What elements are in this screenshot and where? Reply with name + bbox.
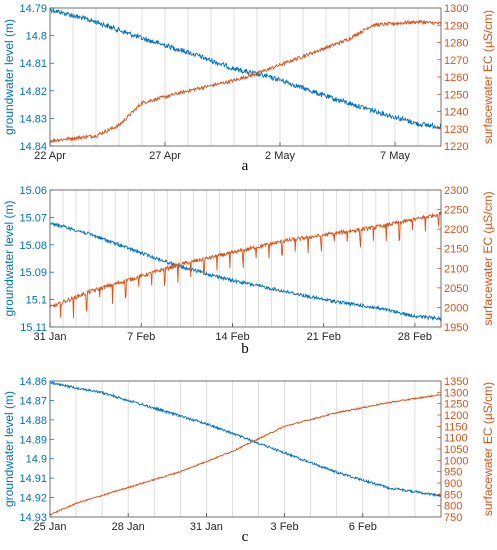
y-left-tick-label: 15.06 [19,185,47,197]
y-right-tick-label: 1300 [444,387,468,399]
plot-frame [49,380,442,518]
y-right-tick-label: 2150 [444,244,468,256]
y-right-tick-label: 1000 [444,455,468,467]
y-left-tick-label: 14.87 [19,395,47,407]
y-right-tick-label: 2250 [444,205,468,217]
y-right-tick-label: 1350 [444,376,468,388]
x-tick-label: 25 Jan [33,521,66,533]
x-tick-label: 28 Jan [112,521,145,533]
y-right-tick-label: 1280 [444,38,468,50]
y-right-tick-label: 2100 [444,263,468,275]
y-right-tick-label: 1150 [444,421,468,433]
chart-panel-c: 25 Jan 28 Jan 31 Jan 3 Feb 6 Feb 14.86 14.87 14… [2,376,495,545]
y-left-tick-label: 14.88 [19,415,47,427]
y-right-tick-label: 1100 [444,433,468,445]
panel-label: c [242,529,249,545]
y-right-tick-label: 900 [444,478,462,490]
y-right-axis-label: surfacewater EC (µS/cm) [481,10,495,144]
groundwater-series-line [49,381,442,498]
y-left-tick-label: 15.08 [19,240,47,252]
y-left-tick-label: 14.86 [19,376,47,388]
y-left-tick-label: 15.09 [19,267,47,279]
surfacewater-ec-series-line [49,211,442,318]
y-right-tick-label: 1270 [444,55,468,67]
y-right-tick-label: 1220 [444,141,468,153]
y-right-tick-label: 2300 [444,185,468,197]
y-left-tick-label: 14.8 [26,31,47,43]
y-left-tick-label: 14.89 [19,434,47,446]
x-tick-label: 7 Feb [127,331,155,343]
y-left-tick-label: 14.79 [19,3,47,15]
y-left-tick-label: 14.93 [19,512,47,524]
x-tick-label: 7 May [380,150,410,162]
x-tick-label: 2 May [265,150,295,162]
y-right-tick-label: 950 [444,467,462,479]
y-right-tick-label: 1240 [444,107,468,119]
x-tick-label: 21 Feb [307,331,341,343]
y-left-tick-label: 14.81 [19,58,47,70]
y-right-tick-label: 750 [444,512,462,524]
groundwater-series-line [50,222,442,322]
y-right-tick-label: 1260 [444,72,468,84]
y-right-axis-label: surfacewater EC (µS/cm) [481,382,495,516]
y-right-tick-label: 1250 [444,399,468,411]
y-left-axis-label: groundwater level (m) [2,19,16,135]
x-tick-label: 28 Feb [398,331,432,343]
panel-label: b [241,341,249,357]
y-right-tick-label: 1050 [444,444,468,456]
y-right-tick-label: 1230 [444,124,468,136]
x-tick-label: 3 Feb [271,521,299,533]
plot-frame [49,189,442,328]
y-right-tick-label: 850 [444,489,462,501]
y-right-tick-label: 2000 [444,302,468,314]
y-left-tick-label: 14.82 [19,86,47,98]
y-right-tick-label: 800 [444,501,462,513]
chart-panel-a: 22 Apr 27 Apr 2 May 7 May 14.79 14.8 14.81 14.8… [2,3,495,174]
y-left-axis-label: groundwater level (m) [2,391,16,507]
x-tick-label: 22 Apr [34,150,66,162]
y-right-tick-label: 2200 [444,224,468,236]
y-right-tick-label: 1200 [444,410,468,422]
x-tick-label: 31 Jan [190,521,223,533]
y-left-tick-label: 15.1 [26,295,47,307]
y-left-axis-label: groundwater level (m) [2,200,16,316]
surfacewater-ec-series-line [49,19,442,144]
y-left-tick-label: 14.92 [19,493,47,505]
y-left-tick-label: 14.84 [19,141,47,153]
y-right-tick-label: 1290 [444,20,468,32]
x-tick-label: 14 Feb [215,331,249,343]
surfacewater-ec-series-line [49,393,442,516]
y-right-tick-label: 1950 [444,322,468,334]
y-right-tick-label: 1250 [444,89,468,101]
y-right-tick-label: 1300 [444,3,468,15]
y-right-axis-label: surfacewater EC (µS/cm) [481,191,495,325]
y-left-tick-label: 14.9 [26,454,47,466]
y-left-tick-label: 15.11 [20,322,47,334]
y-left-tick-label: 14.91 [19,473,47,485]
x-tick-label: 31 Jan [33,331,66,343]
x-tick-label: 6 Feb [349,521,377,533]
groundwater-series-line [49,7,441,130]
y-left-tick-label: 15.07 [19,212,47,224]
y-right-tick-label: 2050 [444,283,468,295]
chart-panel-b: 31 Jan 7 Feb 14 Feb 21 Feb 28 Feb 15.06 15.07 1… [2,185,495,357]
x-tick-label: 27 Apr [149,150,181,162]
y-left-tick-label: 14.83 [19,113,47,125]
panel-label: a [242,158,249,174]
